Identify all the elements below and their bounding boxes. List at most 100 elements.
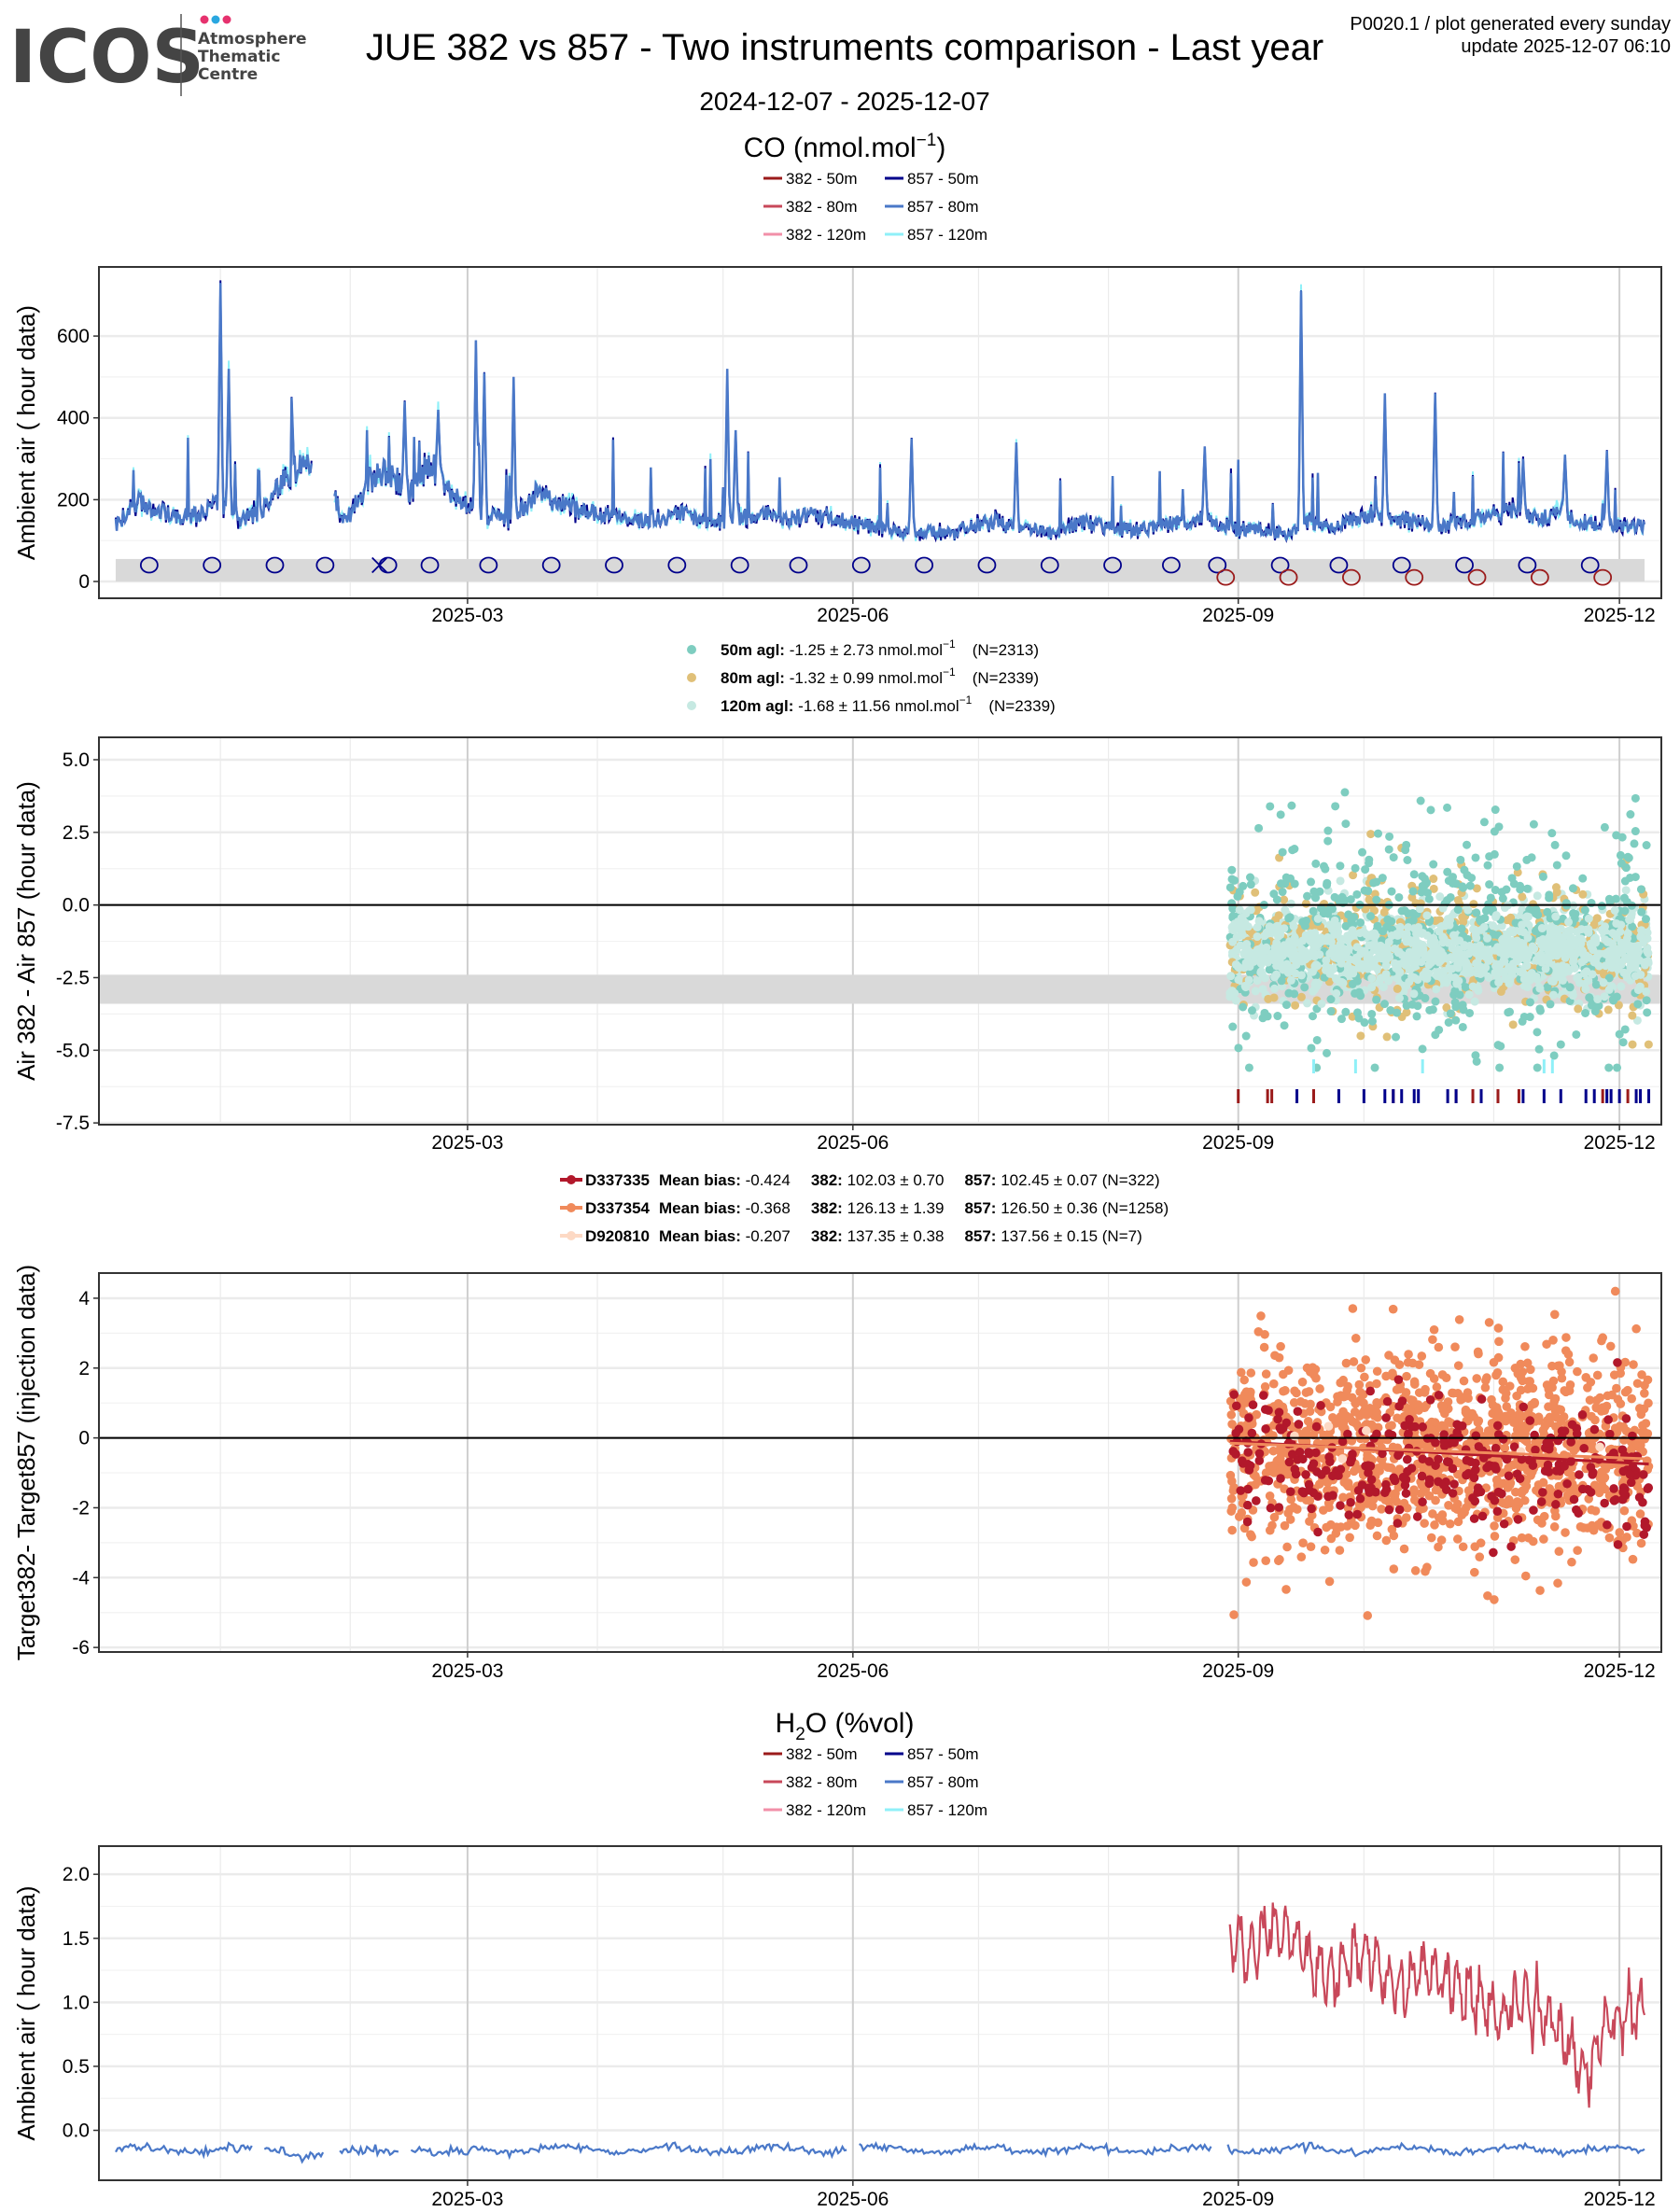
point-50m: [1550, 840, 1560, 849]
point-D337354: [1623, 1385, 1632, 1395]
point-80m: [1592, 914, 1602, 923]
point-120m: [1582, 967, 1591, 976]
point-D337354: [1520, 1341, 1530, 1351]
point-D337354: [1441, 1373, 1451, 1383]
point-D337335: [1434, 1390, 1444, 1400]
point-50m: [1568, 884, 1577, 893]
point-D337335: [1295, 1447, 1305, 1457]
point-120m: [1253, 948, 1263, 958]
point-50m: [1335, 897, 1344, 906]
point-50m: [1483, 861, 1492, 870]
point-D337354: [1636, 1409, 1646, 1420]
point-120m: [1230, 919, 1239, 929]
point-D337354: [1293, 1505, 1302, 1514]
point-120m: [1228, 937, 1238, 946]
point-50m: [1489, 930, 1498, 939]
point-D337335: [1276, 1474, 1285, 1483]
point-120m: [1270, 923, 1280, 932]
point-50m: [1365, 859, 1374, 868]
y-tick-label: 0.0: [63, 895, 90, 917]
point-120m: [1516, 927, 1525, 936]
point-D337354: [1429, 1324, 1439, 1335]
point-D337354: [1409, 1377, 1420, 1387]
point-50m: [1384, 845, 1393, 854]
point-D337354: [1531, 1437, 1541, 1447]
point-D337354: [1521, 1436, 1532, 1447]
point-D337354: [1450, 1342, 1460, 1351]
legend-dot: [567, 1175, 576, 1184]
flag-circle-382: [1593, 568, 1613, 586]
x-tick-label: 2025-09: [1202, 1660, 1274, 1682]
point-120m: [1435, 892, 1445, 902]
point-D337354: [1372, 1407, 1381, 1418]
point-D337354: [1450, 1503, 1460, 1513]
point-D337354: [1356, 1363, 1366, 1373]
y-tick-label: 600: [57, 326, 90, 347]
point-D337335: [1394, 1505, 1405, 1515]
point-D337354: [1342, 1385, 1352, 1395]
point-50m: [1228, 904, 1238, 914]
point-D337335: [1273, 1414, 1282, 1424]
point-D337335: [1538, 1488, 1547, 1497]
point-D337354: [1367, 1501, 1378, 1511]
point-D337354: [1305, 1367, 1315, 1377]
point-D337354: [1452, 1534, 1463, 1544]
point-D337354: [1539, 1534, 1548, 1544]
point-D337354: [1553, 1578, 1562, 1589]
point-50m: [1303, 891, 1312, 901]
point-D337354: [1549, 1522, 1560, 1532]
point-120m: [1570, 963, 1579, 973]
point-D337354: [1628, 1554, 1638, 1564]
legend-entry: D337335 Mean bias: -0.424 382: 102.03 ± 0.…: [585, 1171, 1160, 1189]
point-50m: [1431, 1030, 1440, 1040]
point-50m: [1340, 788, 1350, 797]
point-120m: [1281, 965, 1291, 974]
point-120m: [1617, 982, 1626, 991]
scatter-points: [1225, 788, 1653, 1072]
legend-name: D337354: [585, 1199, 651, 1217]
point-120m: [1568, 991, 1577, 1001]
point-D337335: [1621, 1414, 1631, 1423]
point-50m: [1545, 890, 1554, 900]
co-title-end: ): [936, 133, 945, 163]
point-D337354: [1429, 1374, 1439, 1383]
point-80m: [1251, 888, 1260, 897]
logo-sub: Thematic: [198, 48, 280, 66]
legend-entry: 50m agl: -1.25 ± 2.73 nmol.mol−1 (N=2313): [721, 637, 1039, 659]
point-50m: [1372, 877, 1381, 887]
point-D337354: [1414, 1406, 1423, 1415]
point-D337354: [1578, 1523, 1589, 1533]
legend-name: D920810: [585, 1227, 650, 1245]
point-D337335: [1477, 1511, 1488, 1521]
point-50m: [1367, 1009, 1377, 1018]
point-120m: [1644, 948, 1653, 958]
point-D337335: [1418, 1422, 1428, 1432]
point-D337354: [1505, 1381, 1515, 1391]
point-D337335: [1608, 1449, 1618, 1459]
point-D337354: [1249, 1558, 1258, 1567]
point-80m: [1382, 1032, 1392, 1042]
series-857-h2o: [115, 2140, 1645, 2164]
point-D337354: [1422, 1562, 1432, 1573]
point-D337335: [1309, 1459, 1319, 1468]
point-D337335: [1311, 1421, 1322, 1432]
legend-l857: 857:: [964, 1227, 996, 1245]
point-D337354: [1387, 1421, 1396, 1431]
point-120m: [1331, 953, 1340, 962]
point-D337335: [1603, 1519, 1612, 1530]
point-D337354: [1226, 1410, 1237, 1420]
point-D337335: [1569, 1494, 1579, 1505]
point-80m: [1603, 1005, 1613, 1015]
point-50m: [1642, 996, 1651, 1005]
point-50m: [1443, 896, 1452, 905]
point-50m: [1617, 859, 1626, 868]
point-D337335: [1586, 1463, 1596, 1472]
point-50m: [1572, 1029, 1581, 1039]
point-120m: [1301, 955, 1310, 964]
point-120m: [1369, 959, 1379, 969]
point-120m: [1242, 961, 1252, 971]
point-120m: [1348, 926, 1357, 935]
point-D337354: [1640, 1380, 1649, 1391]
point-D337354: [1620, 1357, 1631, 1367]
point-120m: [1325, 949, 1335, 959]
